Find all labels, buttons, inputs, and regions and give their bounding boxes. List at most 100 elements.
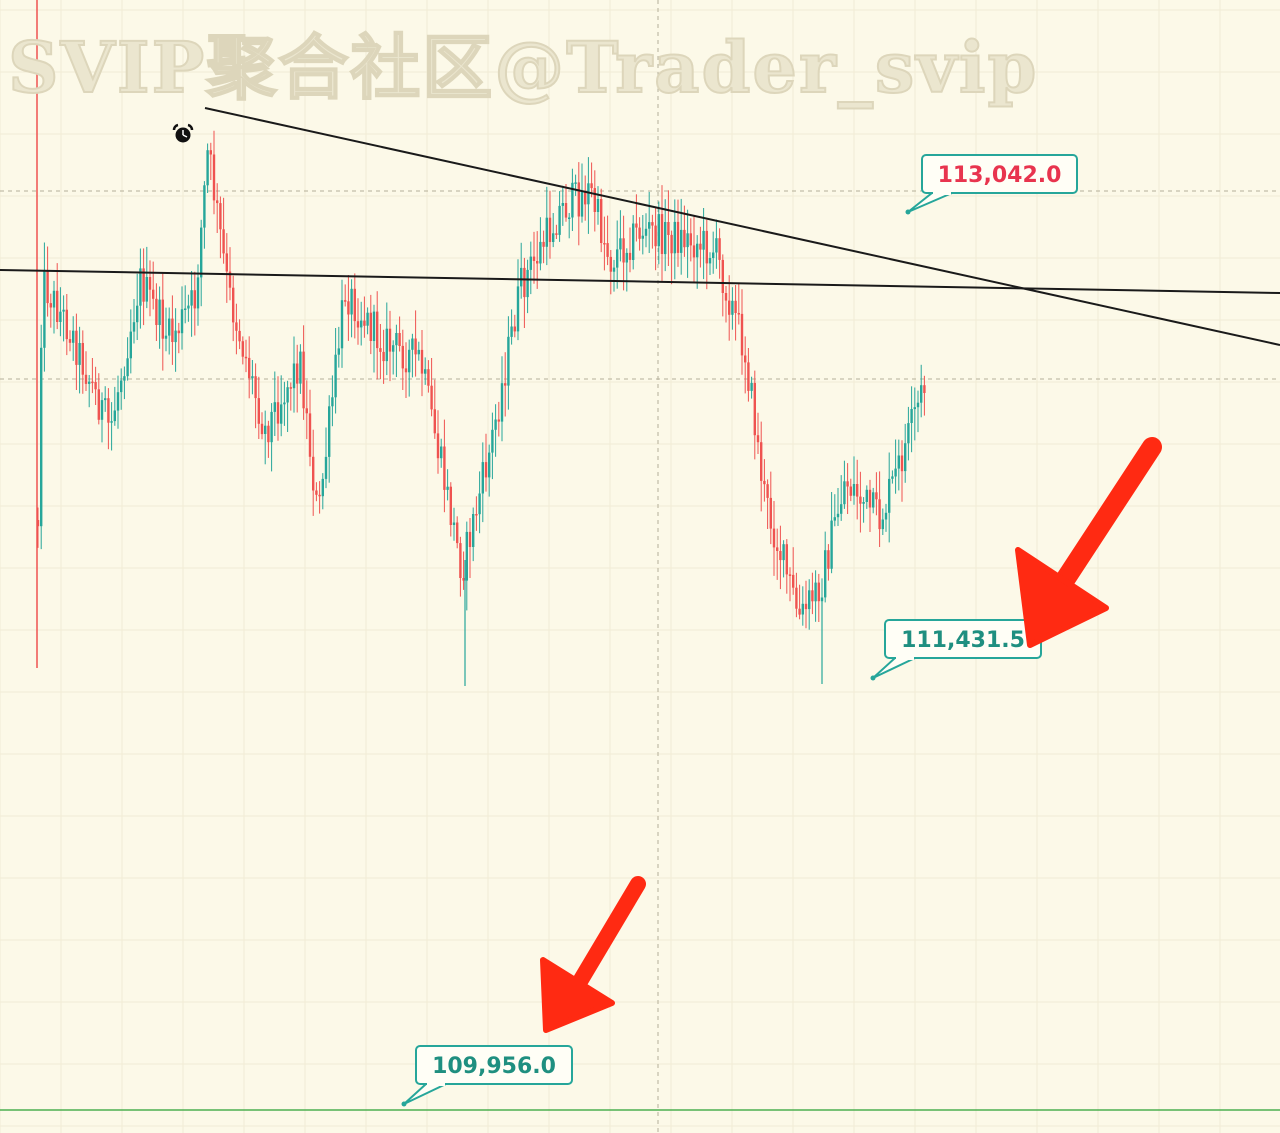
candle-body: [817, 582, 820, 602]
candle-body: [155, 298, 158, 325]
candle-body: [350, 288, 353, 315]
candle-body: [171, 318, 174, 342]
candle-body: [683, 229, 686, 248]
candle-body: [769, 497, 772, 529]
candle-body: [916, 402, 920, 408]
candle-body: [145, 277, 148, 302]
label-anchor-dot: [870, 675, 876, 681]
candle-body: [254, 376, 257, 399]
candle-body: [904, 443, 907, 472]
candle-body: [571, 182, 574, 218]
candle-body: [513, 326, 516, 332]
candle-body: [360, 320, 363, 328]
alarm-clock-icon: [172, 123, 194, 143]
candle-body: [212, 154, 216, 201]
candle-body: [526, 269, 529, 298]
candle-body: [763, 480, 766, 485]
candle-body: [456, 522, 459, 544]
candle-body: [574, 182, 577, 184]
drawings: [0, 107, 1280, 1111]
candle-body: [484, 462, 488, 478]
candle-body: [324, 456, 328, 479]
price-label-text: 113,042.0: [938, 163, 1062, 188]
candle-body: [347, 301, 350, 315]
candle-body: [753, 382, 756, 436]
watermark: SVIP聚合社区@Trader_svip: [8, 26, 1038, 109]
candle-body: [43, 271, 46, 348]
candle-body: [478, 493, 481, 515]
candle-body: [148, 277, 152, 290]
candle-body: [843, 481, 846, 505]
candle-body: [318, 494, 321, 497]
candle-body: [100, 400, 104, 420]
candle-body: [206, 150, 209, 186]
candle-body: [808, 590, 811, 610]
candle-body: [459, 543, 462, 578]
candle-body: [875, 492, 878, 500]
candle-body: [708, 258, 712, 264]
candle-body: [849, 486, 852, 496]
price-label-text: 111,431.5: [901, 628, 1025, 653]
candle-body: [356, 321, 360, 328]
candle-body: [468, 531, 472, 547]
candle-body: [340, 300, 344, 349]
candle-body: [251, 376, 254, 379]
candle-body: [862, 502, 865, 504]
candle-body: [408, 349, 411, 373]
candle-body: [257, 398, 260, 424]
candle-body: [539, 241, 542, 264]
candle-body: [49, 303, 52, 308]
candle-body: [142, 268, 145, 302]
candle-body: [651, 222, 654, 226]
candle-body: [161, 299, 164, 339]
candle-body: [846, 481, 849, 487]
candle-body: [420, 349, 424, 374]
descending-trendline: [204, 107, 1280, 346]
price-labels: 113,042.0 111,431.5 109,956.0: [401, 154, 1078, 1107]
candle-body: [65, 309, 68, 340]
candle-body: [881, 519, 884, 530]
candle-body: [798, 608, 801, 615]
candle-body: [740, 313, 744, 356]
candle-body: [824, 550, 827, 598]
candle-body: [756, 435, 760, 443]
candle-body: [216, 200, 219, 204]
candle-body: [692, 245, 696, 258]
candle-body: [724, 293, 728, 301]
candle-body: [411, 338, 414, 350]
candle-body: [654, 225, 657, 247]
candle-body: [670, 234, 673, 254]
candle-body: [452, 522, 456, 525]
candle-body: [552, 233, 555, 242]
candle-body: [97, 389, 100, 420]
candle-body: [56, 290, 59, 322]
candle-body: [564, 203, 568, 218]
candle-body: [180, 309, 184, 334]
candle-body: [190, 290, 193, 306]
candle-body: [580, 192, 584, 217]
candle-body: [766, 484, 769, 498]
candle-body: [696, 243, 699, 258]
candle-body: [568, 217, 571, 219]
candle-body: [804, 603, 808, 610]
candle-body: [516, 286, 520, 332]
candle-body: [395, 333, 398, 346]
candle-body: [712, 252, 715, 258]
candle-body: [52, 290, 56, 308]
candle-body: [475, 514, 478, 516]
candle-body: [776, 547, 779, 551]
candle-body: [628, 252, 632, 260]
candle-body: [680, 229, 683, 253]
candle-body: [779, 551, 782, 561]
candle-body: [286, 387, 289, 403]
candle-body: [747, 362, 750, 391]
label-anchor-dot: [905, 209, 911, 215]
candle-body: [593, 188, 596, 212]
candle-body: [353, 288, 356, 322]
candle-body: [46, 271, 49, 304]
candle-body: [414, 338, 417, 355]
candle-body: [443, 446, 446, 490]
candle-body: [616, 249, 619, 268]
candle-body: [638, 227, 641, 239]
